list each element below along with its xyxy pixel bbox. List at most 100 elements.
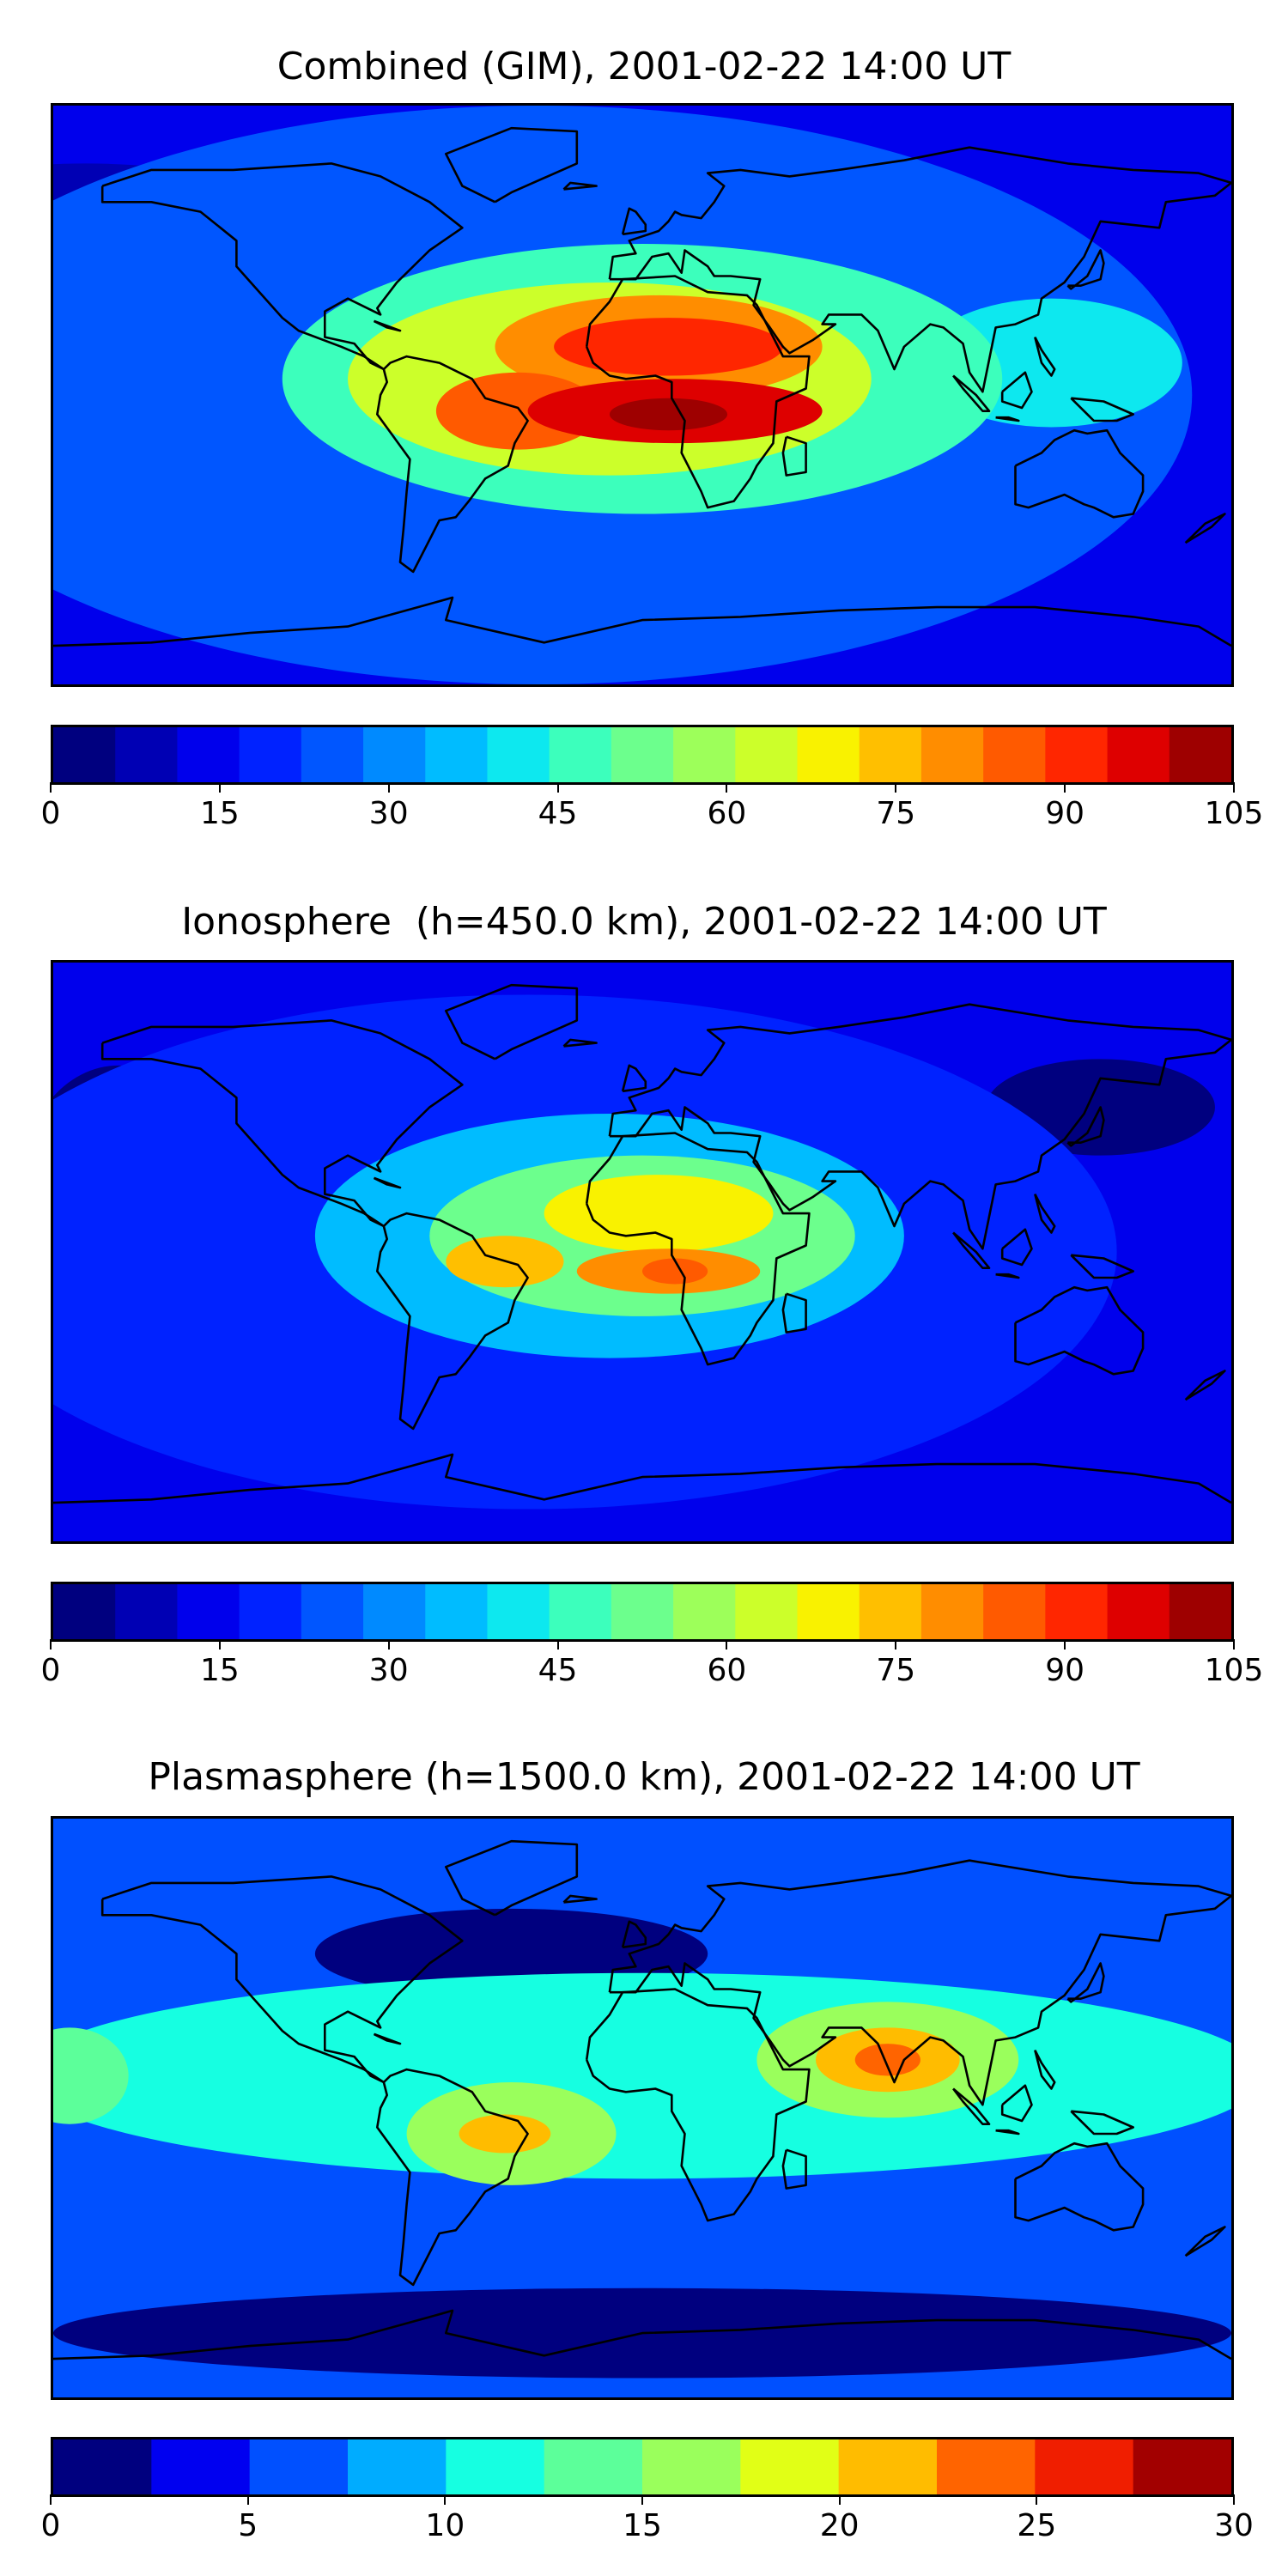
colorbar-tick xyxy=(1233,2494,1235,2505)
coastline xyxy=(781,435,807,477)
coastline xyxy=(781,1292,807,1334)
colorbar-tick xyxy=(1233,1639,1235,1649)
colorbar-tick-label: 20 xyxy=(819,2508,860,2543)
coastline xyxy=(952,2087,991,2126)
colorbar-tick-label: 0 xyxy=(40,796,61,831)
map-title-plasmasphere: Plasmasphere (h=1500.0 km), 2001-02-22 1… xyxy=(148,1755,1140,1799)
colorbar-swatch xyxy=(920,727,984,782)
colorbar-swatch xyxy=(177,727,240,782)
colorbar-tick-label: 25 xyxy=(1017,2508,1057,2543)
map-canvas xyxy=(53,1819,1231,2397)
coastline xyxy=(1014,2142,1145,2232)
colorbar-tick xyxy=(50,1639,52,1649)
colorbar-tick xyxy=(387,782,390,793)
colorbar-tick xyxy=(838,2494,841,2505)
coastline xyxy=(373,1176,402,1189)
coastline xyxy=(585,1988,811,2222)
coastline xyxy=(53,1453,1231,1504)
coastline xyxy=(781,2148,807,2190)
colorbar-swatch xyxy=(425,1584,489,1639)
colorbar-swatch xyxy=(673,1584,736,1639)
colorbar-tick xyxy=(246,2494,249,2505)
coastline xyxy=(952,374,991,413)
colorbar-tick xyxy=(726,1639,728,1649)
colorbar-swatch xyxy=(1169,727,1231,782)
colorbar-combined xyxy=(51,725,1234,785)
contour-region xyxy=(642,1258,708,1285)
colorbar-plasmasphere xyxy=(51,2437,1234,2497)
colorbar-tick-label: 75 xyxy=(876,796,916,831)
colorbar-tick xyxy=(1036,2494,1038,2505)
colorbar-tick xyxy=(641,2494,643,2505)
coastline xyxy=(1070,1254,1134,1279)
colorbar-swatch xyxy=(983,1584,1046,1639)
map-canvas xyxy=(53,106,1231,684)
colorbar-swatch xyxy=(1107,727,1170,782)
colorbar-swatch xyxy=(983,727,1046,782)
colorbar-tick-label: 0 xyxy=(40,2508,61,2543)
colorbar-swatch xyxy=(920,1584,984,1639)
coastline xyxy=(1066,1106,1105,1147)
colorbar-tick xyxy=(1064,782,1066,793)
colorbar-tick-label: 30 xyxy=(1214,2508,1254,2543)
coastline xyxy=(100,1019,464,1228)
colorbar-swatch xyxy=(363,727,426,782)
coastline xyxy=(375,1212,529,1431)
coastline xyxy=(1034,2050,1056,2090)
colorbar-ticks-plasmasphere: 0 5 10 15 20 25 30 xyxy=(41,2494,1254,2546)
coastline xyxy=(100,162,464,371)
colorbar-tick xyxy=(218,782,221,793)
colorbar-ticks-ionosphere: 0 15 30 45 60 75 90 105 xyxy=(41,1639,1263,1691)
colorbar-swatch xyxy=(673,727,736,782)
coastline xyxy=(1000,371,1033,410)
colorbar-tick-label: 90 xyxy=(1045,1653,1085,1688)
colorbar-tick-label: 45 xyxy=(538,796,578,831)
colorbar-swatch xyxy=(611,727,674,782)
contour-region xyxy=(609,398,728,431)
map-ionosphere xyxy=(51,960,1234,1544)
coastline xyxy=(562,1894,598,1904)
map-plasmasphere xyxy=(51,1816,1234,2400)
colorbar-tick-label: 90 xyxy=(1045,796,1085,831)
colorbar-swatch xyxy=(549,727,612,782)
colorbar-tick xyxy=(50,782,52,793)
coastline xyxy=(562,181,598,191)
colorbar-tick-label: 105 xyxy=(1204,1653,1264,1688)
coastline xyxy=(1000,1228,1033,1267)
colorbar-tick-label: 10 xyxy=(425,2508,465,2543)
coastline xyxy=(1014,428,1145,519)
colorbar-swatch xyxy=(642,2439,741,2494)
map-title-combined: Combined (GIM), 2001-02-22 14:00 UT xyxy=(276,45,1012,88)
colorbar-tick-label: 60 xyxy=(707,796,747,831)
coastline xyxy=(1066,1962,1105,2003)
colorbar-swatch xyxy=(348,2439,447,2494)
coastline xyxy=(1070,2110,1134,2136)
coastline xyxy=(608,146,1231,393)
coastline xyxy=(562,1038,598,1048)
colorbar-tick xyxy=(444,2494,447,2505)
contour-region xyxy=(554,318,783,376)
contour-region xyxy=(53,2027,129,2124)
colorbar-swatch xyxy=(859,1584,922,1639)
coastline xyxy=(444,1839,579,1917)
coastline xyxy=(373,319,402,332)
contour-region xyxy=(53,1972,1231,2179)
map-combined xyxy=(51,103,1234,687)
coastline xyxy=(444,983,579,1060)
coastline xyxy=(621,207,647,236)
colorbar-swatch xyxy=(838,2439,938,2494)
colorbar-tick xyxy=(387,1639,390,1649)
colorbar-tick-label: 15 xyxy=(623,2508,662,2543)
colorbar-swatch xyxy=(53,727,116,782)
colorbar-swatches xyxy=(53,727,1231,782)
colorbar-swatch xyxy=(740,2439,840,2494)
colorbar-tick-label: 0 xyxy=(40,1653,61,1688)
colorbar-tick xyxy=(218,1639,221,1649)
colorbar-swatch xyxy=(1107,1584,1170,1639)
coastline xyxy=(995,1273,1020,1279)
colorbar-swatch xyxy=(797,727,860,782)
coastline xyxy=(373,2032,402,2045)
colorbar-swatch xyxy=(735,1584,799,1639)
colorbar-tick-label: 15 xyxy=(199,1653,240,1688)
colorbar-swatch xyxy=(487,727,550,782)
